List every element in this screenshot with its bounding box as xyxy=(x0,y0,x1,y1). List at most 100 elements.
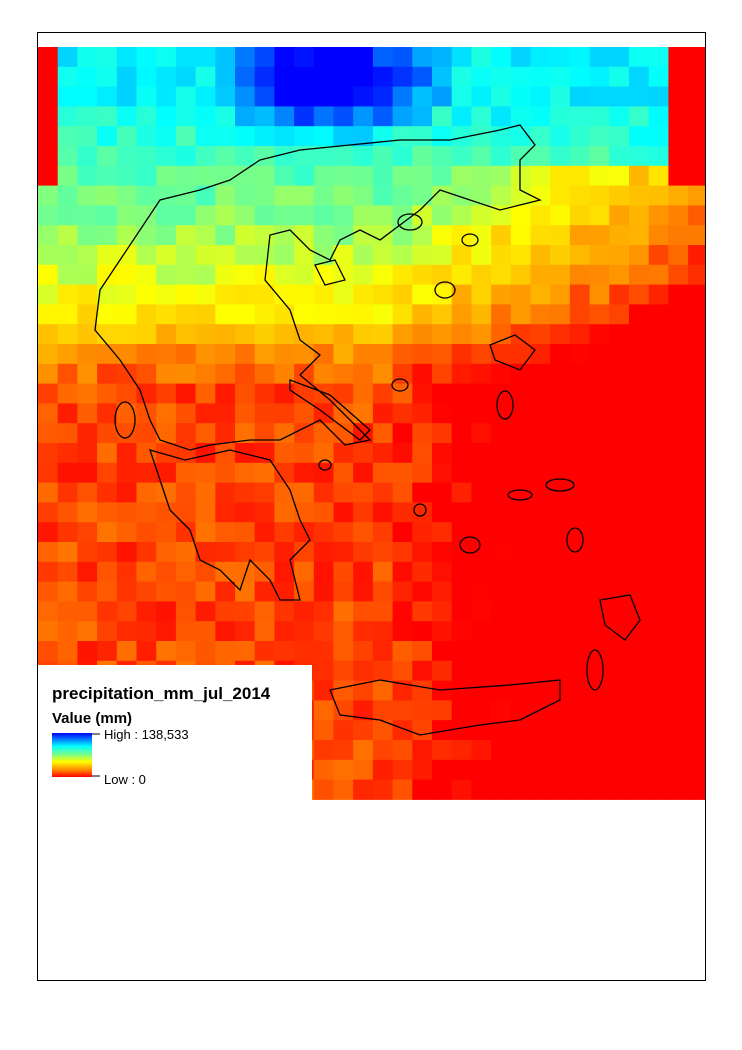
raster-cell xyxy=(136,383,157,404)
raster-cell xyxy=(195,443,216,464)
raster-cell xyxy=(569,86,591,107)
raster-cell xyxy=(333,561,354,583)
raster-cell xyxy=(569,462,591,484)
raster-cell xyxy=(648,66,669,88)
raster-cell xyxy=(294,86,315,107)
raster-cell xyxy=(294,443,315,464)
raster-cell xyxy=(609,680,630,701)
raster-cell xyxy=(353,205,374,226)
raster-cell xyxy=(392,601,413,622)
raster-cell xyxy=(569,423,591,444)
raster-cell xyxy=(392,146,413,167)
raster-cell xyxy=(609,700,630,721)
raster-cell xyxy=(57,502,78,523)
raster-cell xyxy=(372,245,394,266)
raster-cell xyxy=(77,601,98,622)
raster-cell xyxy=(372,205,394,226)
raster-cell xyxy=(432,324,453,345)
raster-cell xyxy=(274,462,295,484)
raster-cell xyxy=(609,740,630,761)
raster-cell xyxy=(510,106,531,127)
raster-cell xyxy=(629,482,650,503)
raster-cell xyxy=(569,700,591,721)
raster-cell xyxy=(116,383,137,404)
raster-cell xyxy=(372,106,394,127)
raster-cell xyxy=(629,581,650,602)
raster-cell xyxy=(97,641,118,662)
raster-cell xyxy=(294,423,315,444)
raster-cell xyxy=(412,66,433,88)
raster-cell xyxy=(688,502,705,523)
raster-cell xyxy=(629,522,650,543)
raster-cell xyxy=(550,324,571,345)
raster-cell xyxy=(372,482,394,503)
raster-cell xyxy=(77,185,98,206)
raster-cell xyxy=(313,720,334,741)
raster-cell xyxy=(392,542,413,563)
raster-cell xyxy=(471,383,492,404)
raster-cell xyxy=(274,66,295,88)
raster-cell xyxy=(550,779,571,800)
raster-cell xyxy=(432,601,453,622)
raster-cell xyxy=(471,720,492,741)
raster-cell xyxy=(313,522,334,543)
raster-cell xyxy=(510,522,531,543)
raster-cell xyxy=(471,106,492,127)
raster-cell xyxy=(629,165,650,187)
raster-cell xyxy=(609,462,630,484)
raster-cell xyxy=(412,304,433,325)
raster-cell xyxy=(491,344,512,365)
raster-cell xyxy=(274,165,295,187)
raster-cell xyxy=(195,284,216,305)
raster-cell xyxy=(510,284,531,305)
raster-cell xyxy=(392,720,413,741)
raster-cell xyxy=(175,502,197,523)
raster-cell xyxy=(116,205,137,226)
raster-cell xyxy=(97,581,118,602)
raster-cell xyxy=(353,759,374,781)
raster-cell xyxy=(254,621,275,642)
raster-cell xyxy=(77,324,98,345)
raster-cell xyxy=(648,542,669,563)
raster-cell xyxy=(530,185,551,206)
raster-cell xyxy=(491,363,512,385)
raster-cell xyxy=(688,165,705,187)
raster-cell xyxy=(38,482,59,503)
raster-cell xyxy=(254,482,275,503)
raster-cell xyxy=(569,482,591,503)
raster-cell xyxy=(668,344,689,365)
raster-cell xyxy=(609,403,630,424)
raster-cell xyxy=(530,324,551,345)
raster-cell xyxy=(38,542,59,563)
raster-cell xyxy=(629,700,650,721)
raster-cell xyxy=(195,462,216,484)
raster-cell xyxy=(235,47,256,68)
raster-cell xyxy=(412,581,433,602)
raster-cell xyxy=(609,522,630,543)
raster-cell xyxy=(510,225,531,246)
raster-cell xyxy=(491,581,512,602)
raster-cell xyxy=(629,740,650,761)
raster-cell xyxy=(254,284,275,305)
raster-cell xyxy=(668,660,689,682)
raster-cell xyxy=(648,601,669,622)
raster-cell xyxy=(116,264,137,286)
raster-cell xyxy=(156,245,177,266)
raster-cell xyxy=(116,146,137,167)
raster-cell xyxy=(412,720,433,741)
raster-cell xyxy=(451,165,472,187)
raster-cell xyxy=(136,86,157,107)
raster-cell xyxy=(609,482,630,503)
raster-cell xyxy=(372,660,394,682)
raster-cell xyxy=(412,344,433,365)
raster-cell xyxy=(57,581,78,602)
raster-cell xyxy=(274,641,295,662)
raster-cell xyxy=(353,542,374,563)
raster-cell xyxy=(688,641,705,662)
raster-cell xyxy=(313,561,334,583)
raster-cell xyxy=(235,126,256,147)
raster-cell xyxy=(412,680,433,701)
raster-cell xyxy=(215,245,236,266)
legend-subtitle: Value (mm) xyxy=(52,710,132,727)
raster-cell xyxy=(550,383,571,404)
